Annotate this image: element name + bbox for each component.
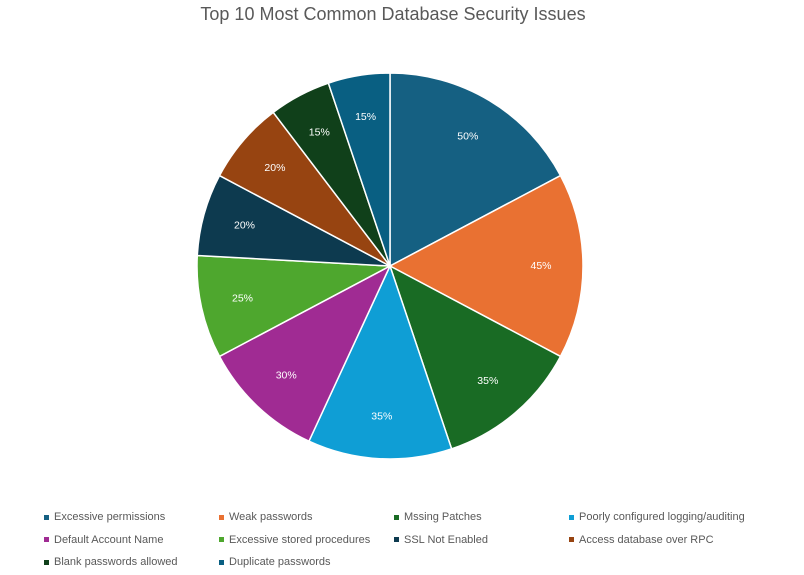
legend-label-2: Weak passwords — [229, 511, 313, 524]
pie-slice-6 — [196, 254, 393, 358]
legend-item-10: Duplicate passwords — [219, 551, 394, 574]
data-label-10: 15% — [355, 111, 376, 123]
legend-swatch-5 — [44, 537, 49, 543]
data-label-2: 45% — [530, 260, 551, 272]
chart-legend: Excessive permissions Weak passwords Mssin… — [44, 506, 784, 574]
legend-label-9: Blank passwords allowed — [54, 556, 178, 569]
pie-slice-5 — [218, 264, 392, 443]
data-label-1: 50% — [457, 130, 478, 142]
legend-label-10: Duplicate passwords — [229, 556, 331, 569]
pie-slices — [196, 72, 584, 460]
data-label-5: 30% — [276, 369, 297, 381]
pie-slice-4 — [307, 263, 453, 460]
legend-item-1: Excessive permissions — [44, 506, 219, 529]
data-label-9: 15% — [309, 126, 330, 138]
data-label-4: 35% — [371, 411, 392, 423]
legend-item-3: Mssing Patches — [394, 506, 569, 529]
pie-slice-1 — [389, 72, 562, 268]
legend-label-6: Excessive stored procedures — [229, 533, 371, 546]
legend-item-4: Poorly configured logging/auditing — [569, 506, 784, 529]
legend-label-4: Poorly configured logging/auditing — [579, 511, 745, 524]
legend-swatch-6 — [219, 537, 224, 543]
legend-swatch-10 — [219, 559, 224, 565]
data-label-3: 35% — [477, 375, 498, 387]
chart-title: Top 10 Most Common Database Security Iss… — [200, 4, 586, 24]
legend-swatch-7 — [394, 537, 399, 543]
legend-swatch-9 — [44, 559, 49, 565]
legend-label-1: Excessive permissions — [54, 511, 166, 524]
legend-swatch-1 — [44, 514, 49, 520]
data-label-6: 25% — [232, 292, 253, 304]
data-label-7: 20% — [234, 219, 255, 231]
legend-item-5: Default Account Name — [44, 529, 219, 552]
legend-label-7: SSL Not Enabled — [404, 533, 488, 546]
pie-slice-2 — [388, 174, 584, 358]
legend-item-9: Blank passwords allowed — [44, 551, 219, 574]
legend-swatch-8 — [569, 537, 574, 543]
pie-slice-10 — [327, 72, 391, 267]
legend-swatch-2 — [219, 514, 224, 520]
legend-label-3: Mssing Patches — [404, 511, 482, 524]
legend-label-8: Access database over RPC — [579, 533, 714, 546]
legend-label-5: Default Account Name — [54, 533, 164, 546]
pie-data-labels: 50% 45% 35% 35% 30% 25% 20% 20% 15% 15% — [232, 111, 552, 423]
legend-item-7: SSL Not Enabled — [394, 529, 569, 552]
data-label-8: 20% — [264, 162, 285, 174]
pie-slice-3 — [388, 264, 562, 450]
legend-swatch-4 — [569, 514, 574, 520]
legend-item-2: Weak passwords — [219, 506, 394, 529]
legend-item-8: Access database over RPC — [569, 529, 784, 552]
legend-swatch-3 — [394, 514, 399, 520]
legend-item-6: Excessive stored procedures — [219, 529, 394, 552]
